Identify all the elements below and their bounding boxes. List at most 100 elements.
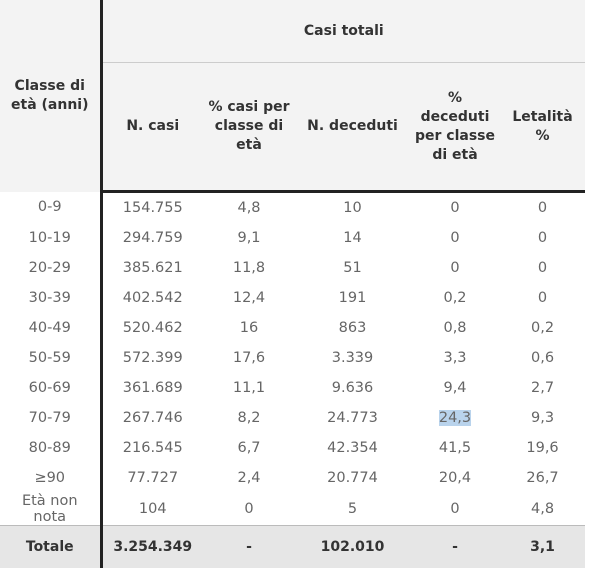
cell-text: 77.727 [127,470,179,486]
table-row: 0-9 154.755 4,8 10 0 0 [0,191,585,224]
cell: 0 [410,192,500,224]
cell: 402.542 [101,283,203,313]
cell: 572.399 [101,343,203,373]
cell: 0,2 [500,313,585,343]
table-row: 70-79 267.746 8,2 24.773 24,3 9,3 [0,403,585,433]
cell: 154.755 [101,192,203,224]
cell: 11,1 [203,373,295,403]
cell: 4,8 [500,493,585,526]
cell: 4,8 [203,192,295,224]
cell: 385.621 [101,253,203,283]
cell-text: 19,6 [526,440,559,456]
cell-text: 3,3 [443,350,467,366]
row-label: 40-49 [0,313,103,343]
cell-text: 9.636 [331,380,374,396]
cell: 26,7 [500,463,585,493]
cell: 863 [295,313,410,343]
cell: 6,7 [203,433,295,463]
cell: 10 [295,192,410,224]
cell-text: 9,3 [531,410,555,426]
cell: 104 [101,493,203,526]
cell-text: 14 [343,230,362,246]
cell: 267.746 [101,403,203,433]
cell: 19,6 [500,433,585,463]
cell: 51 [295,253,410,283]
cell-text: 104 [138,501,167,517]
cell: 16 [203,313,295,343]
table-row: 10-19 294.759 9,1 14 0 0 [0,223,585,253]
cell-text: 0 [450,260,460,276]
cell-text: 0 [450,230,460,246]
cell-text: 40-49 [28,320,71,336]
cell-text: 0 [537,230,548,246]
cell-text: 3.339 [331,350,374,366]
cell: 12,4 [203,283,295,313]
cell: 0,8 [410,313,500,343]
group-header: Casi totali [101,0,586,63]
cell-text: 20.774 [327,470,378,486]
cell-text: 0 [537,200,548,216]
row-label: 0-9 [0,191,103,223]
cell-text: 20,4 [438,470,472,486]
row-label: 60-69 [0,373,103,403]
cell: 41,5 [410,433,500,463]
cell: 17,6 [203,343,295,373]
cell-text: 0,8 [443,320,467,336]
cell-text: 70-79 [28,410,71,426]
cell: 361.689 [101,373,203,403]
table-row: 80-89 216.545 6,7 42.354 41,5 19,6 [0,433,585,463]
cell-text: 60-69 [28,380,71,396]
cell-text: 4,8 [237,200,261,216]
cell-text: ≥90 [34,470,66,486]
cell-text: 2,7 [531,380,555,396]
row-label: 20-29 [0,253,103,283]
cell: 2,4 [203,463,295,493]
total-cell: 102.010 [295,525,410,568]
cell: 0 [203,493,295,526]
table-body: 0-9 154.755 4,8 10 0 0 10-19 294.759 9,1 14 0 0 20-2… [0,191,586,568]
row-label: Età non nota [0,493,103,526]
cell: 77.727 [101,463,203,493]
cell-text: 216.545 [122,440,183,456]
cell-text: 154.755 [122,200,183,216]
column-header: Letalità % [500,62,586,193]
table-row: Età non nota 104 0 5 0 4,8 [0,493,585,526]
row-label: ≥90 [0,463,103,493]
cell-text: 26,7 [526,470,559,486]
cell-text: 0 [450,200,460,216]
cell-text: 12,4 [232,290,266,306]
cell-text: 6,7 [237,440,261,456]
total-row: Totale 3.254.349-102.010-3,1 [0,525,586,568]
cell: 20.774 [295,463,410,493]
table-row: ≥90 77.727 2,4 20.774 20,4 26,7 [0,463,585,493]
cell-text: 9,4 [443,380,467,396]
cell: 2,7 [500,373,585,403]
table-row: 20-29 385.621 11,8 51 0 0 [0,253,585,283]
table-row: 50-59 572.399 17,6 3.339 3,3 0,6 [0,343,585,373]
cell: 42.354 [295,433,410,463]
cell: 0 [500,283,585,313]
cell: 11,8 [203,253,295,283]
table-row: 40-49 520.462 16 863 0,8 0,2 [0,313,585,343]
cell-text: 0 [537,260,548,276]
cell: 24.773 [295,403,410,433]
total-cell: 3.254.349 [101,525,203,568]
cell-text: 80-89 [28,440,71,456]
row-label: 80-89 [0,433,103,463]
cell-text: 4,8 [531,501,555,517]
cell: 0,2 [410,283,500,313]
cell: 20,4 [410,463,500,493]
cell: 0 [500,192,585,224]
cell-text: 0 [450,501,460,517]
cell: 9,3 [500,403,585,433]
cell: 9,1 [203,223,295,253]
corner-header: Classe di età (anni) [0,0,103,192]
cell-text: 51 [343,260,362,276]
cell-text: 294.759 [122,230,183,246]
cell: 3.339 [295,343,410,373]
total-cell: 3,1 [500,525,586,568]
cell-text: 5 [347,501,358,517]
cell-text: 11,8 [232,260,266,276]
cell-text: 10 [343,200,362,216]
column-header: N. deceduti [295,62,410,193]
